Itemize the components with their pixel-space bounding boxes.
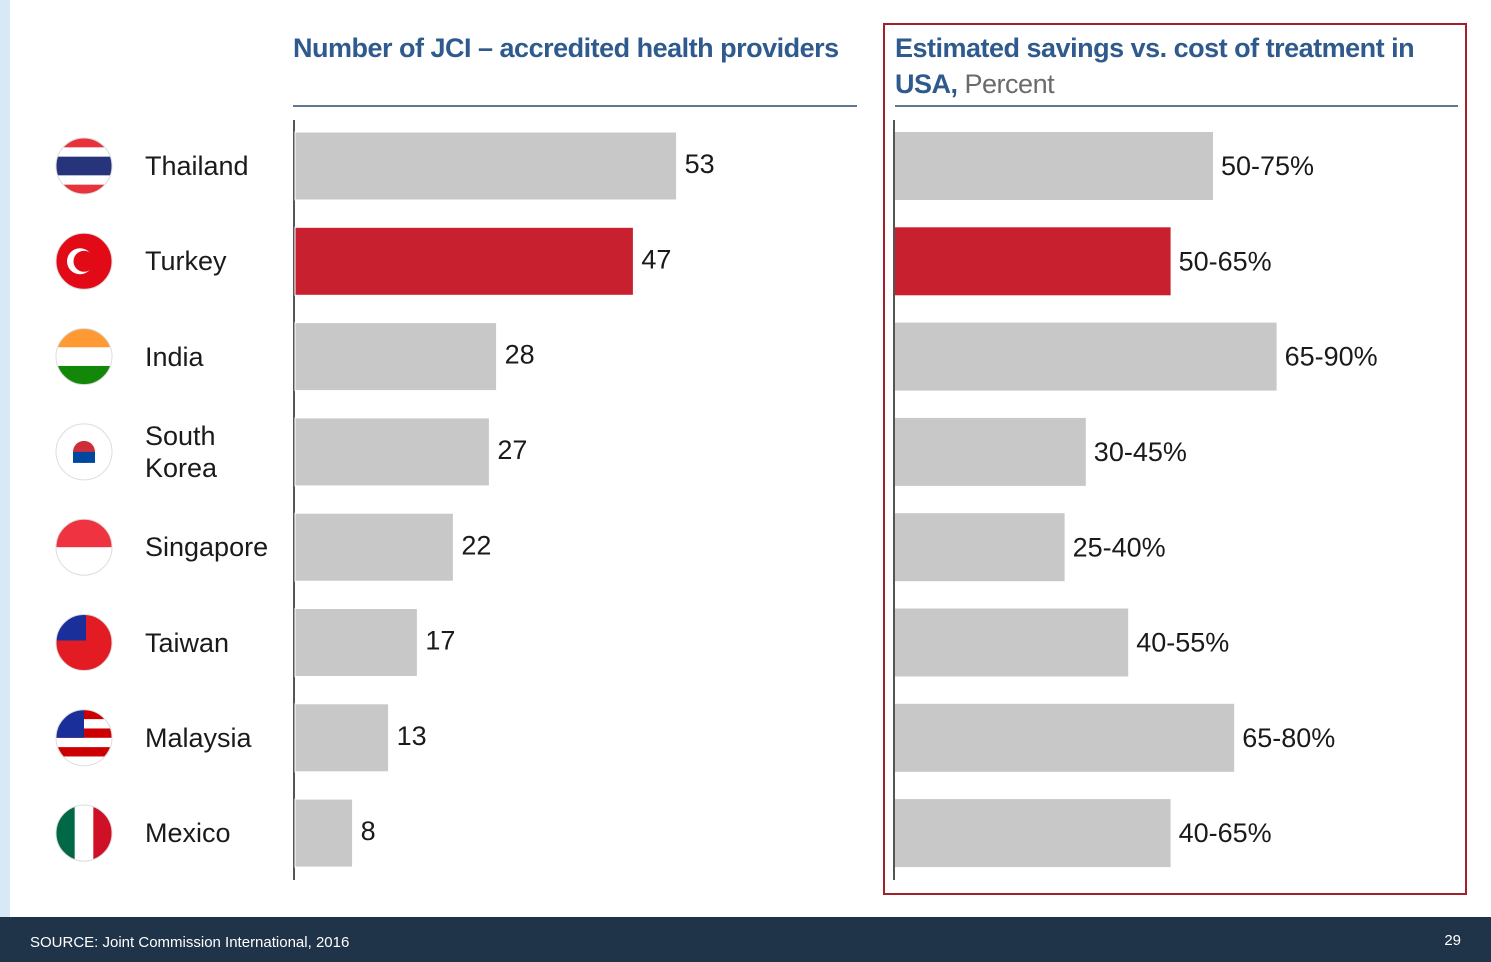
- value-label: 47: [641, 244, 671, 274]
- flag-rim: [55, 804, 113, 862]
- bar: [294, 226, 634, 296]
- flag-stripe: [56, 328, 112, 349]
- flag-icon: [56, 138, 112, 194]
- flag-stripe: [56, 184, 112, 194]
- bar: [895, 513, 1065, 582]
- side-strip: [0, 0, 10, 917]
- value-label: 25-40%: [1073, 532, 1166, 562]
- flag-icon: [56, 614, 112, 671]
- bar: [895, 417, 1086, 486]
- value-label: 28: [505, 340, 535, 370]
- flag-rim: [55, 614, 113, 671]
- value-label: 22: [461, 530, 491, 560]
- flag-rim: [55, 328, 113, 386]
- flag-stripe: [56, 519, 112, 549]
- footer-bar: [0, 917, 1491, 962]
- flag-icon: [56, 328, 112, 385]
- bar: [294, 322, 498, 392]
- flag-stripe: [56, 547, 112, 576]
- value-label: 30-45%: [1094, 437, 1187, 467]
- bar: [294, 703, 390, 773]
- value-label: 13: [397, 721, 427, 751]
- value-label: 50-75%: [1221, 151, 1314, 181]
- value-label: 50-65%: [1179, 246, 1272, 276]
- charts: 53 47 28 27 22 17 13 8 50-75% 50-65% 65-90% 30-45% 2…: [55, 23, 1467, 895]
- bar: [294, 131, 678, 201]
- flag-icon: [56, 423, 112, 480]
- category-label: Thailand: [145, 151, 249, 181]
- flag-stripe: [56, 156, 112, 167]
- bar: [895, 322, 1277, 391]
- category-label: Malaysia: [145, 722, 252, 753]
- bar: [895, 703, 1235, 772]
- bar: [895, 132, 1213, 200]
- highlight-box: [883, 23, 1467, 895]
- category-label: Singapore: [145, 532, 269, 563]
- flag-stripe: [56, 365, 112, 385]
- flag-rim: [55, 423, 113, 481]
- flag-stripe: [93, 805, 112, 862]
- flag-icon: [56, 709, 112, 766]
- value-label: 65-80%: [1242, 723, 1335, 753]
- flag-stripe: [56, 166, 112, 177]
- category-label: Turkey: [145, 246, 227, 277]
- category-label: Mexico: [145, 818, 231, 849]
- value-label: 40-55%: [1136, 628, 1229, 658]
- bar: [294, 608, 418, 677]
- value-label: 65-90%: [1285, 342, 1378, 372]
- flag-detail: [73, 250, 95, 272]
- flag-icon: [56, 519, 112, 576]
- flag-rim: [55, 232, 113, 290]
- bar: [895, 227, 1171, 296]
- value-label: 8: [361, 816, 376, 846]
- value-label: 27: [497, 435, 527, 465]
- bar: [895, 799, 1171, 868]
- bar: [294, 512, 454, 582]
- flag-stripe: [56, 737, 112, 749]
- flag-icon: [56, 805, 112, 862]
- flag-icon: [56, 233, 112, 290]
- flag-rim: [55, 137, 113, 195]
- source-note: SOURCE: Joint Commission International, …: [30, 934, 350, 951]
- chart-title: Estimated savings vs. cost of treatment …: [895, 30, 1465, 102]
- flag-stripe: [56, 147, 112, 158]
- flag-stripe: [56, 756, 112, 766]
- flag-rim: [55, 709, 113, 767]
- chart-title: Number of JCI – accredited health provid…: [293, 33, 839, 63]
- title-text: Estimated savings vs. cost of treatment …: [895, 33, 1415, 99]
- value-label: 53: [685, 149, 715, 179]
- value-label: 40-65%: [1179, 818, 1272, 848]
- category-label: India: [145, 341, 204, 372]
- bar: [294, 417, 490, 487]
- flag-rim: [55, 518, 113, 576]
- flag-stripe: [56, 175, 112, 186]
- category-label: Taiwan: [145, 627, 230, 658]
- flag-stripe: [56, 138, 112, 149]
- bar: [895, 608, 1129, 677]
- category-label: South Korea: [145, 420, 218, 483]
- value-label: 17: [425, 626, 455, 656]
- flag-stripe: [56, 805, 76, 862]
- flag-stripe: [56, 747, 112, 758]
- page-number: 29: [1444, 932, 1461, 949]
- bar: [294, 798, 354, 868]
- flag-stripe: [74, 805, 95, 862]
- flag-detail: [73, 451, 95, 463]
- unit-label: Percent: [964, 69, 1055, 99]
- flag-stripe: [56, 347, 112, 367]
